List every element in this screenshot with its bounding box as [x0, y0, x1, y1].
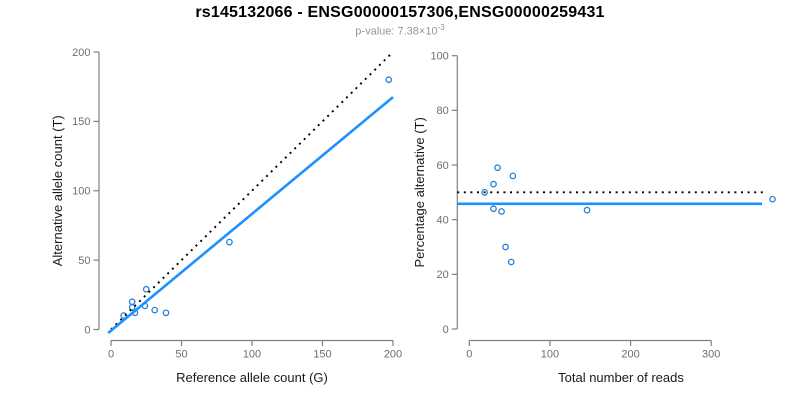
y-tick-label: 80 [437, 105, 449, 117]
data-point [494, 164, 501, 172]
panel-percentage-vs-reads: 0 100 200 300 Total number of reads 0 20 40 60 80… [412, 51, 776, 385]
data-point [128, 303, 136, 311]
points-group [481, 164, 776, 266]
y-tick-label: 40 [437, 214, 449, 226]
identity-line [110, 52, 393, 331]
x-tick-label: 100 [243, 349, 261, 361]
data-point [481, 189, 488, 196]
data-point [583, 206, 591, 214]
x-tick-label: 0 [466, 349, 472, 361]
data-point [142, 285, 150, 293]
y-tick-label: 150 [72, 116, 90, 128]
data-point [490, 205, 497, 213]
data-point [226, 238, 233, 246]
pvalue-label: p-value: 7.38×10 [355, 25, 438, 38]
y-tick-label: 0 [443, 324, 449, 336]
y-tick-label: 60 [437, 160, 449, 172]
x-tick-label: 50 [175, 349, 187, 361]
x-axis-title: Reference allele count (G) [176, 370, 328, 385]
data-point [502, 243, 509, 251]
data-point [498, 208, 505, 215]
x-tick-label: 300 [702, 349, 720, 361]
y-tick-label: 20 [437, 269, 449, 281]
panel-allele-counts: 0 50 100 150 200 Reference allele count (G) 0 5… [50, 47, 402, 385]
x-tick-label: 100 [541, 349, 559, 361]
pvalue-exponent: -3 [437, 23, 445, 32]
y-axis-title: Alternative allele count (T) [50, 115, 65, 266]
x-axis: 0 50 100 150 200 Reference allele count (G) [108, 339, 402, 385]
data-point [490, 180, 497, 188]
y-tick-label: 100 [72, 186, 90, 198]
x-axis-title: Total number of reads [558, 370, 684, 385]
y-axis-title: Percentage alternative (T) [412, 117, 427, 267]
y-tick-label: 100 [430, 51, 448, 63]
y-axis: 0 50 100 150 200 Alternative allele count (T) [50, 47, 100, 336]
y-tick-label: 50 [78, 255, 90, 267]
y-tick-label: 0 [84, 324, 90, 336]
x-tick-label: 0 [108, 349, 114, 361]
pvalue-subtitle: p-value: 7.38×10-3 [0, 23, 800, 38]
x-tick-label: 150 [313, 349, 331, 361]
x-tick-label: 200 [384, 349, 402, 361]
data-point [151, 306, 159, 314]
data-point [385, 76, 393, 84]
data-point [507, 258, 515, 266]
data-point [509, 172, 517, 180]
data-point [162, 309, 170, 317]
plot-title: rs145132066 - ENSG00000157306,ENSG000002… [195, 4, 605, 21]
points-group [120, 76, 393, 319]
y-axis: 0 20 40 60 80 100 Percentage alternative (T) [412, 51, 458, 336]
data-point [128, 298, 136, 306]
data-point [769, 195, 776, 203]
x-tick-label: 200 [621, 349, 639, 361]
y-tick-label: 200 [72, 47, 90, 59]
fit-line [107, 96, 394, 334]
x-axis: 0 100 200 300 Total number of reads [466, 339, 720, 385]
